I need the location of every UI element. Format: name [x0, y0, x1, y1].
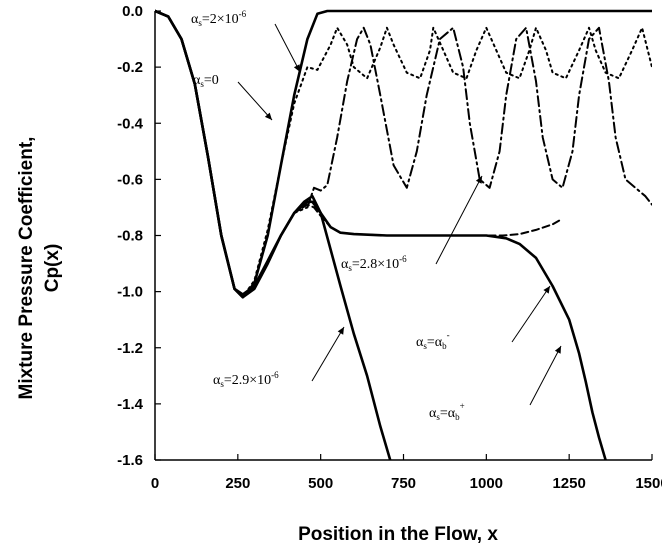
series-line-4 [155, 10, 564, 299]
x-tick-label: 1000 [470, 475, 503, 492]
annotation-leader [435, 175, 483, 265]
annotation-leader [511, 285, 551, 343]
annotation-label: αs=2.8×10-6 [341, 254, 407, 273]
y-tick-label: -1.4 [117, 396, 144, 413]
annotation-arrowhead [264, 112, 272, 120]
annotations-group: αs=2×10-6 αs=0 αs=2.8×10-6 αs=αb-αs=2.9×10-… [191, 9, 562, 422]
x-tick-label: 0 [151, 475, 159, 492]
annotation-arrowhead [293, 64, 300, 72]
y-tick-label: -1.6 [117, 452, 143, 469]
annotation-arrowhead [337, 327, 344, 335]
annotation-arrowhead [554, 346, 561, 354]
annotation-arrowhead [543, 286, 550, 294]
annotation-label: αs=0 [193, 73, 219, 89]
annotation-label: αs=αb- [416, 330, 450, 351]
x-tick-label: 1250 [552, 475, 585, 492]
annotation-arrowhead [475, 176, 482, 184]
series-group [155, 9, 652, 460]
annotation-label: αs=2×10-6 [191, 9, 247, 28]
x-tick-label: 750 [391, 475, 416, 492]
y-axis-title-line2: Cp(x) [42, 244, 63, 293]
y-tick-label: 0.0 [122, 3, 143, 20]
annotation-label: αs=αb+ [429, 401, 465, 422]
y-tick-label: -0.2 [117, 59, 143, 76]
annotation-leader [529, 345, 562, 406]
y-tick-label: -1.0 [117, 284, 143, 301]
x-tick-label: 250 [225, 475, 250, 492]
annotation-leader [311, 326, 345, 382]
y-tick-label: -0.6 [117, 171, 143, 188]
annotation-leader [274, 23, 301, 73]
y-tick-label: -0.8 [117, 228, 143, 245]
x-axis-title: Position in the Flow, x [298, 524, 498, 545]
x-tick-label: 500 [308, 475, 333, 492]
annotation-label: αs=2.9×10-6 [213, 370, 279, 389]
annotation-leader [237, 81, 273, 121]
y-axis-title-line1: Mixture Pressure Coefficient, [16, 137, 37, 400]
series-line-6 [155, 9, 392, 460]
y-tick-label: -0.4 [117, 115, 144, 132]
y-tick-label: -1.2 [117, 340, 143, 357]
